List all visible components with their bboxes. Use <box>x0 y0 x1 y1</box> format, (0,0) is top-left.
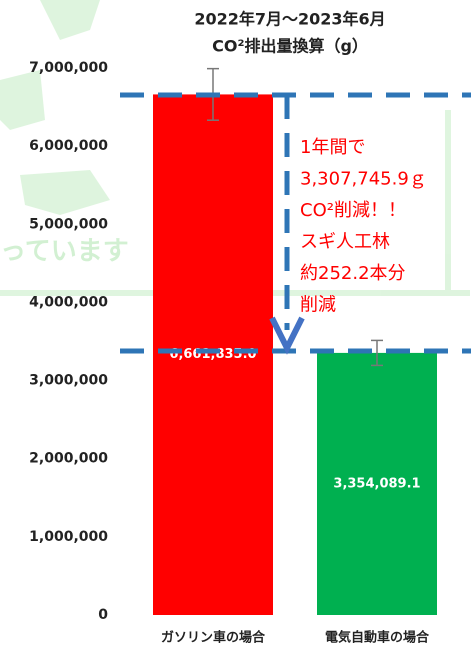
x-tick-label: ガソリン車の場合 <box>161 630 266 646</box>
y-tick-label: 6,000,000 <box>29 138 108 154</box>
chart-title: 2022年7月～2023年6月 <box>194 10 385 29</box>
annotation: 約252.2本分 <box>300 263 406 284</box>
chart: っています 2022年7月～2023年6月 CO²排出量換算（g） 0 1,000… <box>0 0 471 649</box>
y-tick-label: 1,000,000 <box>29 529 108 545</box>
tree-shape <box>0 70 45 130</box>
value-label: 3,354,089.1 <box>333 476 420 491</box>
annotation: CO²削減！！ <box>300 200 406 221</box>
tree-shape <box>40 0 100 40</box>
tree-shape <box>20 170 110 215</box>
y-tick-label: 0 <box>98 607 108 623</box>
annotation: 3,307,745.9ｇ <box>300 169 427 190</box>
y-tick-label: 2,000,000 <box>29 451 108 467</box>
annotation: スギ人工林 <box>300 232 390 253</box>
arrow-head <box>272 318 302 348</box>
annotation: 削減 <box>300 295 336 316</box>
annotation: 1年間で <box>300 137 365 158</box>
x-tick-label: 電気自動車の場合 <box>325 630 430 646</box>
y-tick-label: 5,000,000 <box>29 216 108 232</box>
y-tick-label: 4,000,000 <box>29 294 108 310</box>
y-tick-label: 7,000,000 <box>29 60 108 76</box>
watermark: っています <box>0 237 129 267</box>
y-tick-label: 3,000,000 <box>29 373 108 389</box>
chart-title: CO²排出量換算（g） <box>212 37 368 56</box>
frame-line <box>445 110 451 295</box>
